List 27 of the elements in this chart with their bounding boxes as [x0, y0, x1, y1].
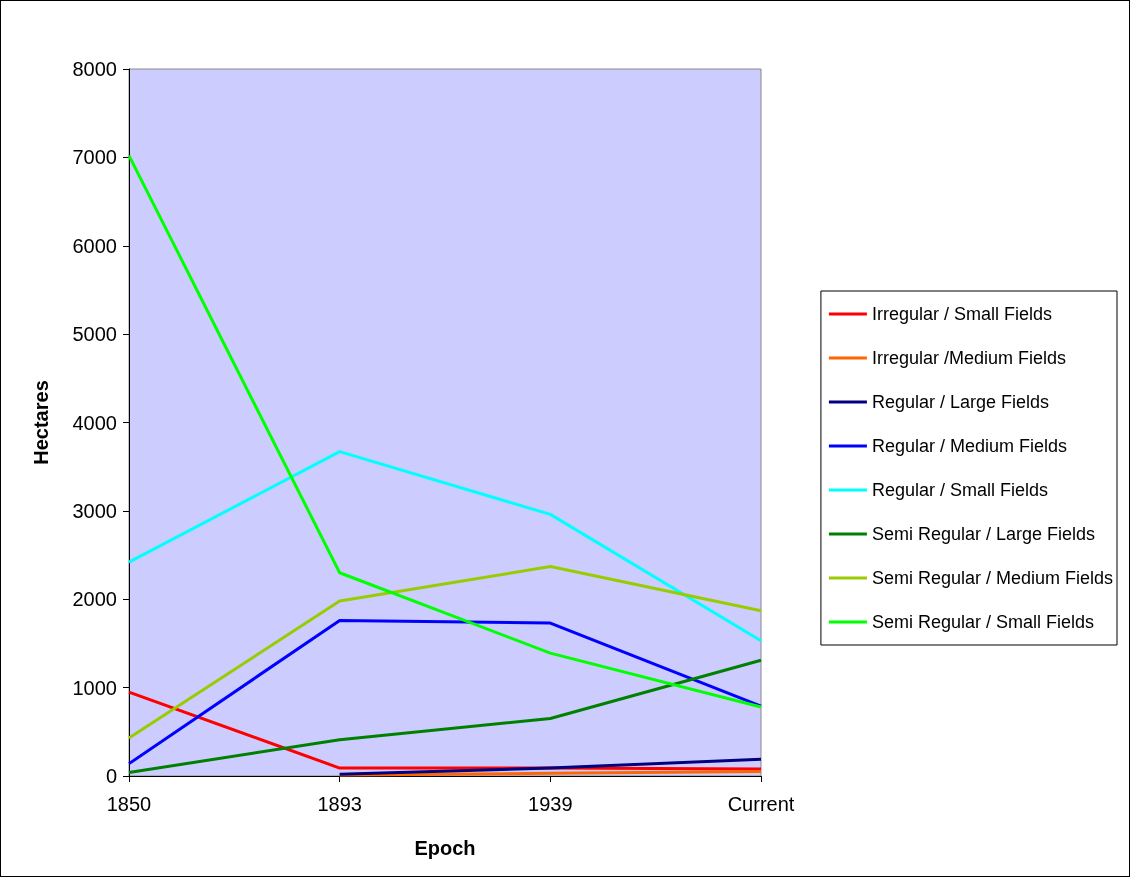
legend-label: Regular / Large Fields	[871, 392, 1050, 412]
line-series	[127, 154, 763, 709]
legend-label: Semi Regular / Small Fields	[871, 612, 1094, 632]
x-axis-title: Epoch	[414, 837, 476, 859]
y-tick-label: 7000	[72, 146, 117, 169]
line-series	[127, 565, 763, 740]
y-tick-label: 5000	[72, 323, 117, 346]
legend-label: Semi Regular / Medium Fields	[871, 568, 1114, 588]
y-tick-label: 2000	[72, 588, 117, 611]
legend-label: Regular / Small Fields	[871, 480, 1048, 500]
y-tick-label: 6000	[72, 234, 117, 257]
x-tick-label: 1850	[106, 793, 152, 815]
legend-label: Irregular /Medium Fields	[871, 348, 1066, 368]
line-series	[127, 618, 763, 766]
line-series	[127, 450, 763, 643]
x-tick-label: Current	[727, 793, 795, 815]
y-tick-label: 8000	[72, 58, 117, 80]
legend-label: Semi Regular / Large Fields	[871, 524, 1096, 544]
y-tick-label: 4000	[72, 411, 117, 434]
legend-label: Regular / Medium Fields	[871, 436, 1067, 456]
y-tick-label: 3000	[72, 499, 117, 522]
legend-label: Irregular / Small Fields	[871, 304, 1052, 324]
y-tick-label: 1000	[72, 676, 117, 699]
y-tick-label: 0	[105, 765, 117, 787]
y-axis-title: Hectares	[30, 380, 52, 465]
x-tick-label: 1939	[528, 793, 573, 815]
x-tick-label: 1893	[317, 793, 362, 815]
